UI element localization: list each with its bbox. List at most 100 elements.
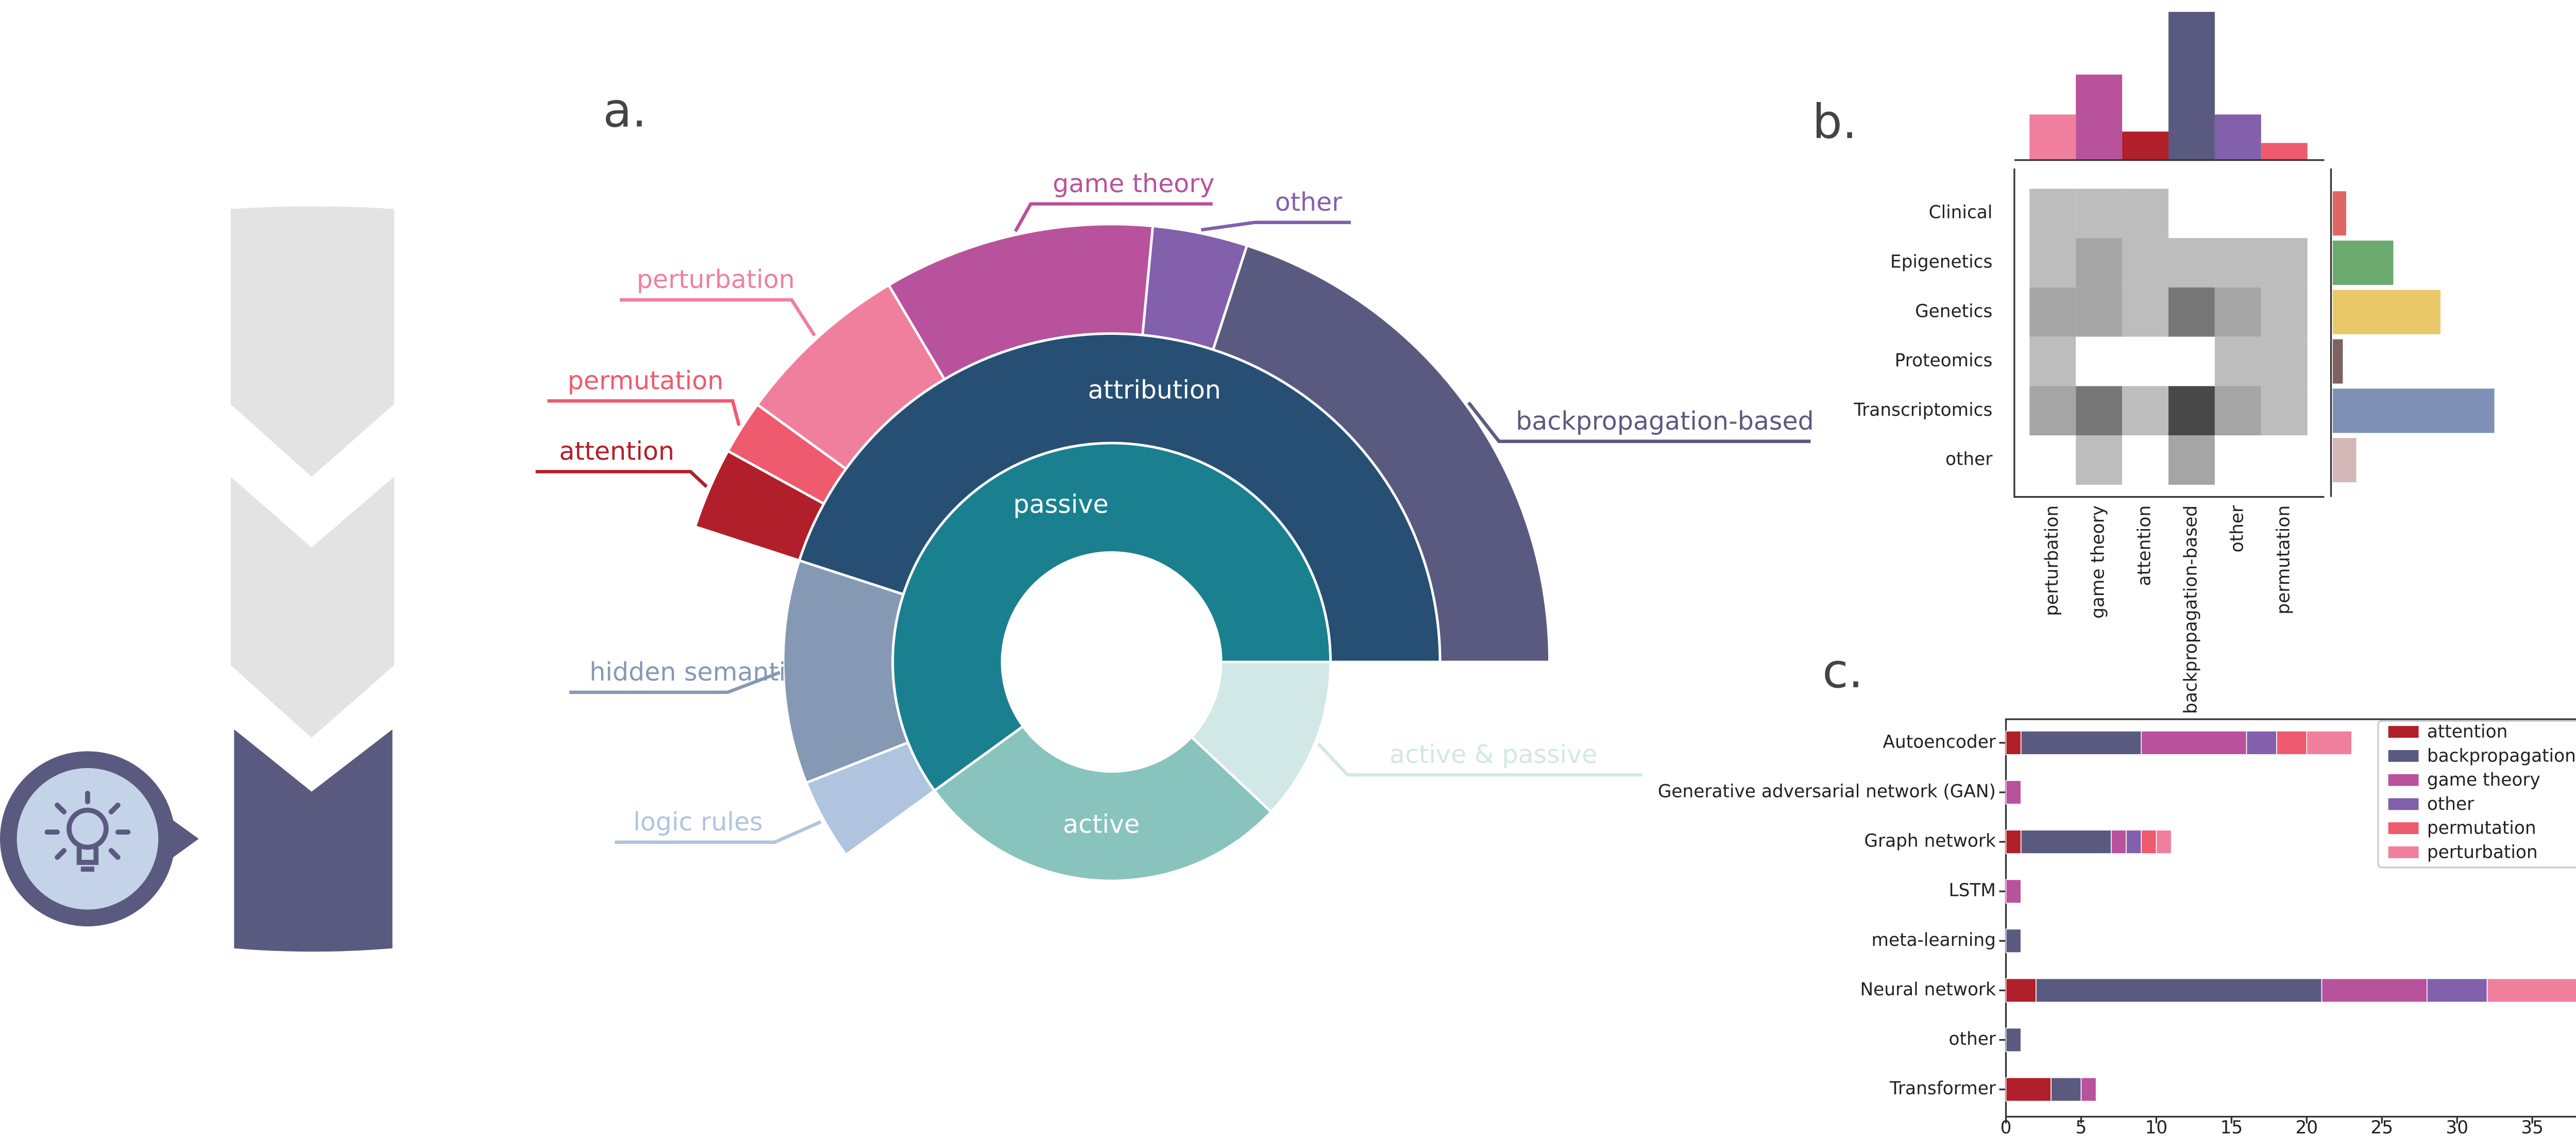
legend-label: backpropagation-based bbox=[2427, 745, 2576, 766]
heatmap-cell bbox=[2122, 435, 2169, 485]
leader-line bbox=[1317, 742, 1642, 777]
legend-label: perturbation bbox=[2427, 842, 2538, 862]
heatmap-cell bbox=[2214, 287, 2261, 337]
column-label: backpropagation-based bbox=[2180, 505, 2201, 714]
y-tick-label: LSTM bbox=[1948, 880, 1995, 901]
heatmap-cell bbox=[2029, 238, 2076, 287]
bar-segment bbox=[2005, 731, 2022, 755]
row-bar bbox=[2332, 290, 2441, 334]
bar-segment bbox=[2246, 731, 2277, 755]
sunburst-segment bbox=[1190, 660, 1332, 814]
column-label: other bbox=[2227, 505, 2247, 552]
segment-label: active bbox=[1063, 809, 1140, 839]
workflow-step bbox=[234, 729, 393, 952]
row-bar bbox=[2332, 240, 2394, 285]
sunburst-segment bbox=[693, 449, 826, 563]
x-tick-label: 25 bbox=[2370, 1117, 2393, 1137]
bar-segment bbox=[2005, 879, 2022, 904]
column-bar bbox=[2029, 114, 2076, 160]
leader-line bbox=[547, 399, 741, 426]
row-label: Transcriptomics bbox=[1853, 400, 1992, 420]
panel-label: a. bbox=[603, 82, 647, 138]
bar-segment bbox=[2427, 978, 2488, 1003]
y-tick-label: Graph network bbox=[1864, 831, 1996, 852]
legend-swatch bbox=[2388, 726, 2419, 738]
x-tick-label: 20 bbox=[2295, 1117, 2318, 1137]
legend-label: other bbox=[2427, 794, 2475, 814]
x-tick-label: 15 bbox=[2221, 1117, 2243, 1137]
legend-label: attention bbox=[2427, 722, 2508, 742]
lightbulb-icon bbox=[0, 751, 199, 927]
row-label: Proteomics bbox=[1895, 350, 1993, 371]
row-label: Clinical bbox=[1929, 202, 1993, 223]
heatmap-cell bbox=[2261, 287, 2308, 337]
legend-label: game theory bbox=[2427, 770, 2540, 790]
heatmap-cell bbox=[2214, 435, 2261, 485]
bar-segment bbox=[2005, 928, 2022, 954]
heatmap-cell bbox=[2168, 386, 2215, 436]
bar-segment bbox=[2126, 829, 2142, 854]
legend-swatch bbox=[2388, 750, 2419, 762]
heatmap-cell bbox=[2214, 189, 2261, 239]
bar-segment bbox=[2005, 978, 2037, 1003]
bar-segment bbox=[2141, 731, 2247, 755]
legend-label: permutation bbox=[2427, 818, 2536, 839]
bar-segment bbox=[2050, 1077, 2082, 1102]
legend-swatch bbox=[2388, 774, 2419, 786]
segment-label: hidden semantics bbox=[589, 657, 813, 687]
bar-segment bbox=[2141, 829, 2157, 854]
column-label: game theory bbox=[2088, 505, 2109, 619]
leader-line bbox=[620, 298, 816, 337]
leader-line bbox=[569, 671, 781, 694]
panel-label: c. bbox=[1822, 643, 1863, 699]
row-label: other bbox=[1945, 449, 1993, 470]
column-label: permutation bbox=[2273, 505, 2294, 615]
heatmap-cell bbox=[2214, 386, 2261, 436]
y-tick-label: Generative adversarial network (GAN) bbox=[1658, 781, 1996, 802]
sunburst-segment bbox=[804, 741, 937, 857]
bar-segment bbox=[2306, 731, 2352, 755]
bar-segment bbox=[2005, 1077, 2052, 1102]
legend-swatch bbox=[2388, 846, 2419, 858]
heatmap-cell bbox=[2076, 238, 2123, 287]
row-bar bbox=[2332, 191, 2346, 236]
column-label: perturbation bbox=[2042, 505, 2062, 616]
legend-swatch bbox=[2388, 798, 2419, 810]
heatmap-cell bbox=[2076, 336, 2123, 386]
y-tick-label: Autoencoder bbox=[1883, 732, 1996, 752]
heatmap-cell bbox=[2076, 435, 2123, 485]
heatmap-cell bbox=[2122, 189, 2169, 239]
column-bar bbox=[2214, 114, 2261, 160]
segment-label: perturbation bbox=[637, 264, 795, 294]
heatmap-cell bbox=[2029, 386, 2076, 436]
heatmap-cell bbox=[2261, 189, 2308, 239]
column-label: attention bbox=[2134, 505, 2155, 586]
segment-label: backpropagation-based bbox=[1516, 406, 1814, 436]
row-label: Epigenetics bbox=[1890, 251, 1992, 272]
bar-segment bbox=[2036, 978, 2323, 1003]
segment-label: logic rules bbox=[633, 807, 762, 837]
heatmap-cell bbox=[2214, 336, 2261, 386]
heatmap-cell bbox=[2076, 386, 2123, 436]
sunburst-segment bbox=[933, 724, 1273, 883]
bar-segment bbox=[2321, 978, 2428, 1003]
bar-segment bbox=[2005, 1027, 2022, 1053]
segment-label: permutation bbox=[568, 365, 724, 395]
y-tick-label: meta-learning bbox=[1872, 930, 1996, 951]
leader-line bbox=[1467, 401, 1811, 443]
column-bar bbox=[2168, 12, 2215, 160]
heatmap-cell bbox=[2122, 238, 2169, 287]
workflow-step bbox=[230, 206, 394, 477]
column-bar bbox=[2076, 74, 2123, 160]
heatmap-cell bbox=[2261, 386, 2308, 436]
sunburst-segment bbox=[1211, 244, 1551, 664]
axis-frame bbox=[2013, 168, 2325, 498]
heatmap-cell bbox=[2029, 189, 2076, 239]
heatmap-cell bbox=[2261, 238, 2308, 287]
segment-label: active & passive bbox=[1389, 739, 1597, 769]
column-bar bbox=[2261, 143, 2308, 160]
bar-segment bbox=[2005, 829, 2022, 854]
column-bar bbox=[2122, 131, 2169, 160]
x-tick-label: 0 bbox=[2001, 1117, 2012, 1137]
